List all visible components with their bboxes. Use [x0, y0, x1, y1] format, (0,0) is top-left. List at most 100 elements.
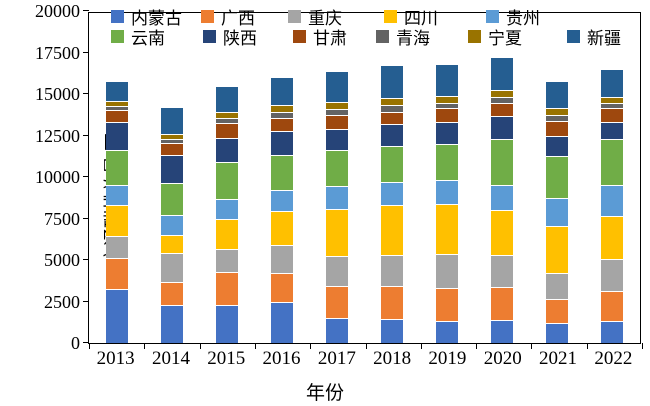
legend-swatch-新疆 [567, 30, 580, 43]
segment-青海-2020 [491, 96, 514, 104]
bars-container [89, 13, 640, 343]
segment-贵州-2022 [601, 185, 624, 217]
segment-青海-2014 [160, 139, 183, 144]
legend-item-内蒙古: 内蒙古 [111, 8, 182, 28]
segment-云南-2014 [160, 183, 183, 215]
segment-新疆-2015 [215, 87, 238, 112]
legend-label-青海: 青海 [396, 29, 430, 48]
legend-label-广西: 广西 [221, 9, 255, 28]
y-tick-2500 [83, 300, 89, 302]
segment-云南-2020 [491, 139, 514, 186]
legend-swatch-陕西 [203, 30, 216, 43]
segment-甘肃-2020 [491, 103, 514, 117]
x-tick-label-2015: 2015 [207, 348, 246, 369]
legend-item-宁夏: 宁夏 [468, 28, 522, 48]
segment-云南-2015 [215, 161, 238, 199]
segment-云南-2013 [105, 150, 128, 185]
segment-青海-2015 [215, 118, 238, 123]
legend-item-四川: 四川 [384, 8, 438, 28]
segment-重庆-2017 [325, 256, 348, 287]
segment-四川-2020 [491, 210, 514, 256]
segment-四川-2016 [270, 211, 293, 246]
legend-label-新疆: 新疆 [587, 29, 621, 48]
y-tick-15000 [83, 93, 89, 94]
segment-广西-2018 [381, 285, 404, 319]
segment-云南-2022 [601, 139, 624, 186]
segment-贵州-2016 [270, 190, 293, 212]
x-tick-4 [310, 343, 312, 349]
x-tick-label-2019: 2019 [428, 348, 467, 369]
legend-swatch-宁夏 [468, 30, 481, 43]
x-axis-title: 年份 [305, 383, 344, 404]
legend-label-重庆: 重庆 [308, 9, 342, 28]
segment-青海-2017 [325, 109, 348, 116]
segment-四川-2018 [381, 204, 404, 255]
segment-新疆-2017 [325, 72, 348, 102]
segment-四川-2019 [436, 203, 459, 255]
segment-新疆-2014 [160, 108, 183, 134]
segment-贵州-2014 [160, 214, 183, 236]
segment-陕西-2021 [546, 135, 569, 157]
segment-重庆-2020 [491, 255, 514, 288]
segment-内蒙古-2020 [491, 319, 514, 343]
bar-2013 [105, 82, 128, 343]
segment-内蒙古-2017 [325, 317, 348, 343]
legend-label-陕西: 陕西 [223, 29, 257, 48]
legend-swatch-贵州 [486, 10, 499, 23]
segment-重庆-2013 [105, 235, 128, 259]
bar-2021 [546, 82, 569, 343]
segment-贵州-2015 [215, 198, 238, 219]
segment-内蒙古-2021 [546, 323, 569, 343]
segment-云南-2016 [270, 155, 293, 191]
legend-label-贵州: 贵州 [506, 9, 540, 28]
segment-宁夏-2016 [270, 105, 293, 113]
segment-陕西-2019 [436, 122, 459, 145]
legend-label-内蒙古: 内蒙古 [131, 9, 182, 28]
bar-2015 [215, 87, 238, 343]
segment-新疆-2013 [105, 82, 128, 101]
segment-陕西-2015 [215, 138, 238, 162]
x-tick-label-2017: 2017 [317, 348, 356, 369]
segment-贵州-2020 [491, 185, 514, 211]
segment-甘肃-2015 [215, 122, 238, 139]
x-tick-label-2021: 2021 [539, 348, 578, 369]
segment-广西-2019 [436, 288, 459, 321]
legend-swatch-内蒙古 [111, 10, 124, 23]
segment-陕西-2018 [381, 124, 404, 146]
segment-重庆-2016 [270, 245, 293, 273]
segment-四川-2013 [105, 205, 128, 236]
legend-item-青海: 青海 [376, 28, 430, 48]
x-tick-3 [254, 343, 256, 349]
plot-area: 交通碳排放量/万t [83, 10, 643, 349]
segment-内蒙古-2019 [436, 320, 459, 343]
segment-四川-2021 [546, 226, 569, 273]
segment-内蒙古-2014 [160, 304, 183, 343]
segment-宁夏-2021 [546, 107, 569, 116]
bar-2016 [270, 77, 293, 343]
bar-2020 [491, 58, 514, 343]
segment-贵州-2013 [105, 184, 128, 206]
segment-新疆-2016 [270, 77, 293, 105]
y-tick-label-17500: 17500 [35, 42, 80, 63]
legend-swatch-四川 [384, 10, 397, 23]
segment-青海-2016 [270, 112, 293, 118]
segment-宁夏-2020 [491, 89, 514, 97]
x-tick-0 [89, 343, 90, 349]
segment-内蒙古-2022 [601, 320, 624, 343]
y-tick-label-12500: 12500 [35, 125, 80, 146]
x-tick-label-2020: 2020 [483, 348, 522, 369]
segment-陕西-2013 [105, 122, 128, 151]
y-tick-7500 [83, 217, 89, 219]
y-tick-label-5000: 5000 [44, 250, 80, 270]
segment-广西-2015 [215, 272, 238, 305]
legend-item-贵州: 贵州 [486, 8, 540, 28]
segment-内蒙古-2018 [381, 318, 404, 343]
y-tick-12500 [83, 134, 89, 136]
segment-内蒙古-2015 [215, 304, 238, 343]
segment-四川-2014 [160, 235, 183, 254]
x-axis-tick-labels: 2013 2014 2015 2016 2017 2018 2019 2020 2021 2022 [88, 348, 641, 370]
segment-甘肃-2021 [546, 120, 569, 136]
segment-宁夏-2013 [105, 100, 128, 106]
x-tick-2 [199, 343, 201, 349]
